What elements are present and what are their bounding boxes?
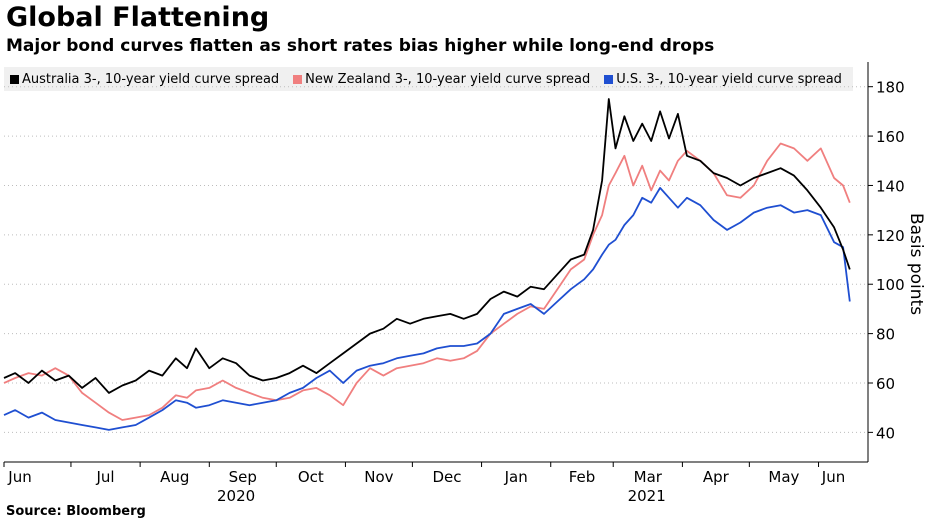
axes bbox=[3, 62, 873, 467]
y-tick-label-100: 100 bbox=[876, 276, 905, 294]
legend-swatch-new-zealand bbox=[293, 74, 303, 84]
x-tick-label-8: Feb bbox=[569, 468, 596, 486]
legend-label-new-zealand: New Zealand 3-, 10-year yield curve spre… bbox=[305, 71, 591, 87]
legend-item-australia: Australia 3-, 10-year yield curve spread bbox=[10, 72, 279, 87]
x-tick-label-0: Jun bbox=[7, 468, 31, 486]
y-axis-label: Basis points bbox=[906, 213, 926, 315]
year-label-0: 2020 bbox=[217, 487, 255, 505]
series-line-australia bbox=[3, 98, 851, 394]
chart-subtitle: Major bond curves flatten as short rates… bbox=[6, 36, 715, 56]
year-label-1: 2021 bbox=[628, 487, 666, 505]
x-tick-label-2: Aug bbox=[160, 468, 189, 486]
source-note: Source: Bloomberg bbox=[6, 504, 146, 519]
legend-swatch-australia bbox=[10, 74, 19, 84]
y-tick-label-120: 120 bbox=[876, 227, 905, 245]
legend-item-new-zealand: New Zealand 3-, 10-year yield curve spre… bbox=[293, 72, 590, 87]
x-tick-label-4: Oct bbox=[298, 468, 324, 486]
x-tick-label-1: Jul bbox=[95, 468, 114, 486]
x-tick-label-7: Jan bbox=[504, 468, 528, 486]
legend-label-us: U.S. 3-, 10-year yield curve spread bbox=[616, 71, 842, 87]
x-tick-label-10: Apr bbox=[703, 468, 730, 486]
legend-swatch-us bbox=[604, 74, 614, 84]
y-tick-label-160: 160 bbox=[876, 128, 905, 146]
chart-title: Global Flattening bbox=[6, 2, 270, 33]
legend-item-us: U.S. 3-, 10-year yield curve spread bbox=[604, 72, 842, 87]
series-layer bbox=[3, 98, 851, 431]
y-tick-label-180: 180 bbox=[876, 79, 905, 97]
y-tick-label-140: 140 bbox=[876, 177, 905, 195]
x-tick-label-9: Mar bbox=[634, 468, 663, 486]
y-tick-label-60: 60 bbox=[876, 375, 895, 393]
tick-labels: 40 60 80 100 120 140 160 180 Jun Jul Aug Sep Oct Nov D… bbox=[7, 79, 926, 505]
x-tick-label-5: Nov bbox=[364, 468, 393, 486]
x-tick-label-6: Dec bbox=[432, 468, 461, 486]
x-tick-label-12: Jun bbox=[821, 468, 845, 486]
y-tick-label-40: 40 bbox=[876, 424, 895, 442]
x-tick-label-11: May bbox=[768, 468, 799, 486]
x-tick-label-3: Sep bbox=[229, 468, 257, 486]
grid-lines bbox=[4, 86, 868, 433]
series-line-us bbox=[3, 187, 851, 431]
y-tick-label-80: 80 bbox=[876, 326, 895, 344]
series-line-new-zealand bbox=[3, 142, 851, 421]
legend-label-australia: Australia 3-, 10-year yield curve spread bbox=[22, 71, 280, 87]
